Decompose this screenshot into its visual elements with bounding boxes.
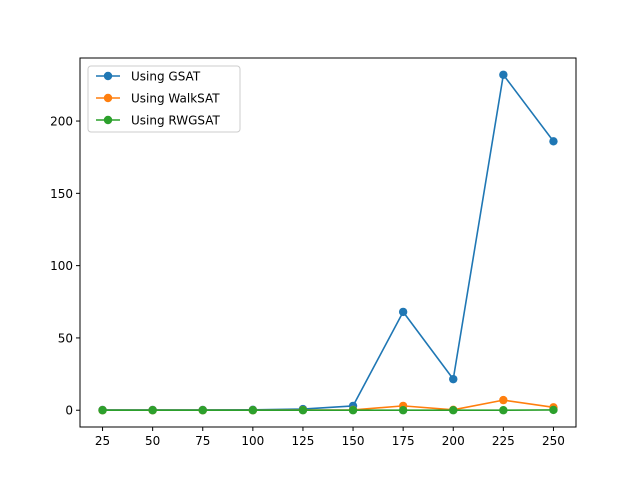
legend-box xyxy=(87,65,241,133)
legend-item: Using WalkSAT xyxy=(96,92,220,106)
data-point xyxy=(398,307,408,317)
x-tick-label: 200 xyxy=(442,434,465,448)
y-tick-label: 100 xyxy=(50,259,73,273)
legend-label: Using WalkSAT xyxy=(131,92,220,106)
x-tick-label: 175 xyxy=(392,434,415,448)
data-point xyxy=(549,137,558,146)
x-axis: 25 50 75 100 125 150 175 200 225 250 xyxy=(95,427,565,448)
y-tick-label: 0 xyxy=(65,404,73,418)
x-tick-label: 150 xyxy=(342,434,365,448)
x-tick-label: 125 xyxy=(291,434,314,448)
y-axis: 0 50 100 150 200 xyxy=(50,115,80,418)
x-tick-label: 50 xyxy=(145,434,160,448)
data-point xyxy=(549,405,558,415)
data-point xyxy=(298,406,308,415)
legend-marker xyxy=(103,71,113,81)
series-3 xyxy=(98,405,558,415)
data-point xyxy=(499,70,508,79)
legend: Using GSAT Using WalkSAT Using RWGSAT xyxy=(87,65,241,133)
x-tick-label: 100 xyxy=(241,434,264,448)
data-point xyxy=(248,406,258,415)
data-point xyxy=(449,374,458,384)
x-tick-label: 225 xyxy=(492,434,515,448)
legend-marker xyxy=(103,93,113,103)
legend-marker xyxy=(103,115,113,125)
legend-label: Using GSAT xyxy=(131,70,201,84)
data-point xyxy=(398,406,408,415)
data-point xyxy=(198,406,207,415)
legend-label: Using RWGSAT xyxy=(131,114,221,128)
x-tick-label: 25 xyxy=(95,434,110,448)
data-point xyxy=(148,406,157,415)
y-tick-label: 150 xyxy=(50,187,73,201)
x-tick-label: 250 xyxy=(542,434,565,448)
legend-item: Using GSAT xyxy=(96,70,201,84)
data-point xyxy=(348,406,358,415)
legend-item: Using RWGSAT xyxy=(96,114,221,128)
x-tick-label: 75 xyxy=(195,434,210,448)
y-tick-label: 50 xyxy=(58,331,73,345)
data-point xyxy=(499,406,508,415)
data-point xyxy=(449,406,458,415)
y-tick-label: 200 xyxy=(50,115,73,129)
axes-frame xyxy=(79,57,577,428)
series-layer xyxy=(98,70,558,415)
data-point xyxy=(499,395,508,405)
data-point xyxy=(98,406,107,415)
